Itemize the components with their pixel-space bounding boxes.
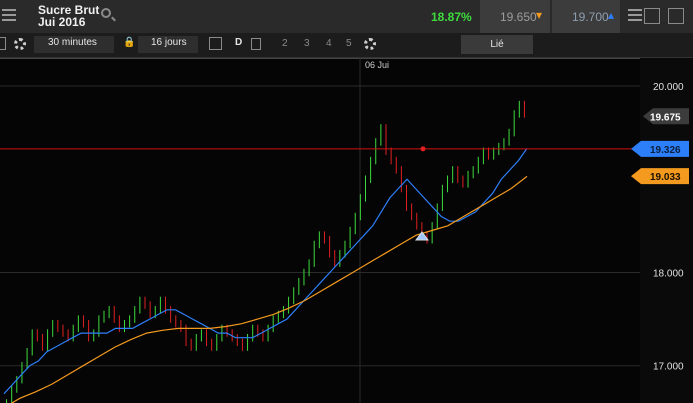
page-3[interactable]: 3 <box>304 38 310 49</box>
calendar-icon[interactable] <box>209 37 222 50</box>
alert-dot[interactable] <box>420 146 426 152</box>
ma-slow-line <box>10 175 528 403</box>
search-icon[interactable] <box>101 8 111 18</box>
interval-label: 30 minutes <box>48 37 97 48</box>
ma-fast-line <box>3 148 528 395</box>
y-axis: 20.000 18.000 17.000 19.675 19.326 19.033 <box>631 82 689 373</box>
svg-text:19.675: 19.675 <box>650 112 681 123</box>
grid <box>0 85 640 367</box>
x-label-06jui: 06 Jui <box>365 60 389 70</box>
page-5[interactable]: 5 <box>346 38 352 49</box>
buy-price: 19.700 <box>572 10 609 24</box>
list-icon[interactable] <box>626 6 644 26</box>
instrument-name: Sucre Brut Jui 2016 <box>38 4 99 28</box>
svg-text:19.033: 19.033 <box>650 172 681 183</box>
y-tick-label: 18.000 <box>653 268 684 279</box>
link-button[interactable]: Lié <box>461 35 533 54</box>
gear-icon[interactable] <box>14 38 26 50</box>
gear-icon[interactable] <box>364 38 376 50</box>
lock-icon[interactable]: 🔒 <box>123 37 136 48</box>
top-bar: Sucre Brut Jui 2016 18.87% 19.650 ▾ 19.7… <box>0 0 693 33</box>
chart-background <box>0 58 693 403</box>
chart-toolbar: 30 minutes 🔒 16 jours D 2 3 4 5 Lié <box>0 33 693 58</box>
interval-select[interactable] <box>34 36 114 53</box>
sell-button[interactable]: 19.650 ▾ <box>480 0 550 33</box>
page-4[interactable]: 4 <box>326 38 332 49</box>
arrow-down-icon: ▾ <box>536 8 543 22</box>
page-icon[interactable] <box>251 38 261 50</box>
range-select[interactable] <box>138 36 198 53</box>
ma-price-tag: 19.033 <box>631 168 689 185</box>
price-chart[interactable]: 06 Jui 20.000 18.000 17.000 19.675 19.326 19.… <box>0 58 693 403</box>
sell-price: 19.650 <box>500 10 537 24</box>
change-percent: 18.87% <box>431 10 472 24</box>
arrow-up-icon: ▴ <box>608 8 615 22</box>
y-tick-label: 17.000 <box>653 362 684 373</box>
close-icon[interactable] <box>668 8 684 24</box>
instrument-line1: Sucre Brut <box>38 3 100 17</box>
instrument-line2: Jui 2016 <box>38 15 86 29</box>
svg-text:19.326: 19.326 <box>650 145 681 156</box>
draw-button[interactable]: D <box>235 37 243 48</box>
page-2[interactable]: 2 <box>282 38 288 49</box>
last-price-tag: 19.675 <box>643 108 689 125</box>
signal-marker <box>415 231 429 241</box>
detach-icon[interactable] <box>644 8 660 24</box>
calendar-icon[interactable] <box>0 37 6 50</box>
y-tick-label: 20.000 <box>653 82 684 93</box>
menu-icon[interactable] <box>0 6 18 26</box>
buy-button[interactable]: 19.700 ▴ <box>552 0 620 33</box>
alert-price-tag: 19.326 <box>631 140 689 157</box>
range-label: 16 jours <box>151 37 187 48</box>
